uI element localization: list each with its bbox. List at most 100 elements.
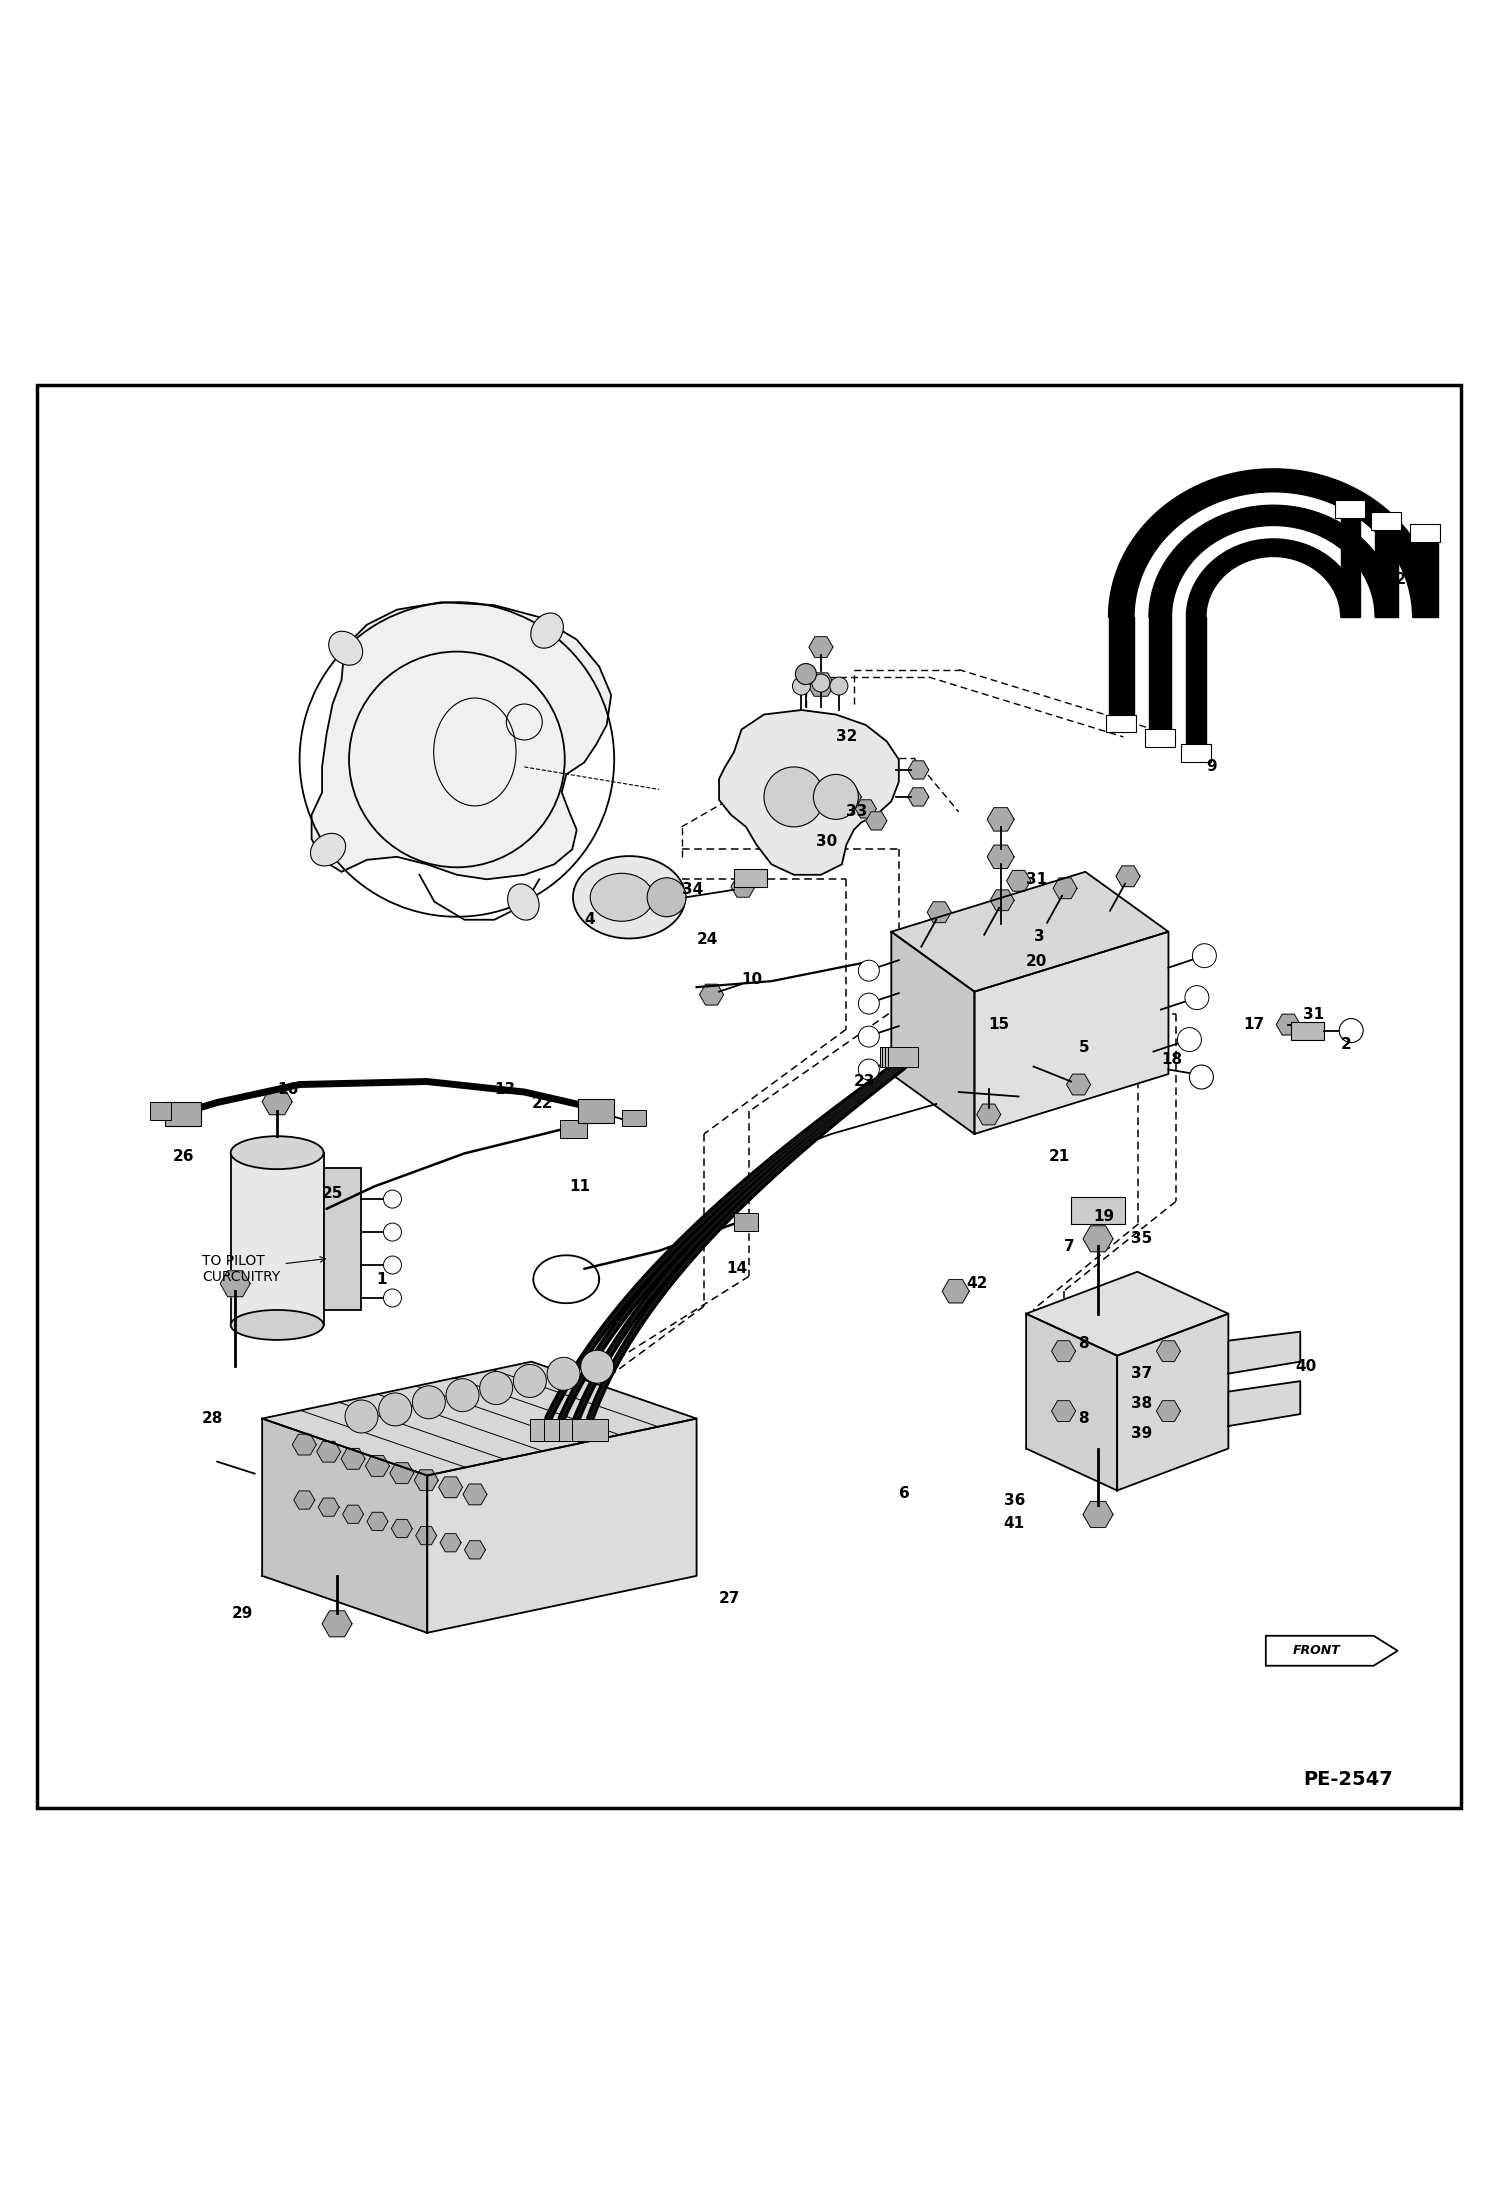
Polygon shape xyxy=(908,787,929,807)
Circle shape xyxy=(1339,1018,1363,1042)
Polygon shape xyxy=(987,807,1014,831)
Polygon shape xyxy=(1413,542,1438,616)
Text: 13: 13 xyxy=(494,1081,515,1096)
Bar xyxy=(885,1046,915,1066)
Circle shape xyxy=(383,1257,401,1274)
Circle shape xyxy=(514,1364,547,1397)
Polygon shape xyxy=(1052,1401,1076,1421)
Polygon shape xyxy=(1186,616,1206,743)
Polygon shape xyxy=(908,761,929,779)
Polygon shape xyxy=(391,1520,412,1537)
Text: 8: 8 xyxy=(1079,1410,1089,1425)
Text: 37: 37 xyxy=(1131,1366,1152,1382)
Bar xyxy=(1410,524,1441,542)
Bar xyxy=(1291,1022,1324,1039)
Bar xyxy=(150,1103,171,1121)
Polygon shape xyxy=(855,800,876,818)
Circle shape xyxy=(1189,1066,1213,1090)
Text: 5: 5 xyxy=(1079,1039,1089,1055)
Text: 29: 29 xyxy=(232,1605,253,1621)
Polygon shape xyxy=(1276,1013,1300,1035)
Bar xyxy=(1144,730,1174,748)
Polygon shape xyxy=(1026,1272,1228,1355)
Polygon shape xyxy=(262,1419,427,1634)
Polygon shape xyxy=(416,1526,437,1544)
Circle shape xyxy=(1192,943,1216,967)
Text: 41: 41 xyxy=(1004,1515,1025,1531)
Polygon shape xyxy=(220,1270,250,1296)
Text: 21: 21 xyxy=(1049,1149,1070,1164)
Bar xyxy=(1180,743,1210,763)
Polygon shape xyxy=(942,1279,969,1303)
Text: 35: 35 xyxy=(1131,1230,1152,1246)
Text: 18: 18 xyxy=(1161,1053,1182,1066)
Polygon shape xyxy=(312,603,611,879)
Polygon shape xyxy=(440,1533,461,1553)
Polygon shape xyxy=(807,673,834,695)
Bar xyxy=(622,1110,646,1127)
Polygon shape xyxy=(1375,531,1398,616)
Polygon shape xyxy=(343,1504,364,1524)
Text: 1: 1 xyxy=(376,1272,388,1287)
Polygon shape xyxy=(1116,866,1140,886)
Text: PE-2547: PE-2547 xyxy=(1303,1770,1393,1789)
Circle shape xyxy=(1185,985,1209,1009)
Circle shape xyxy=(383,1191,401,1208)
Text: 8: 8 xyxy=(1079,1336,1089,1351)
Text: 4: 4 xyxy=(584,912,595,928)
Polygon shape xyxy=(1266,1636,1398,1667)
Polygon shape xyxy=(1109,616,1134,715)
Text: 19: 19 xyxy=(1094,1208,1115,1224)
Text: 7: 7 xyxy=(1064,1239,1074,1254)
Bar xyxy=(734,1213,758,1230)
Polygon shape xyxy=(316,1441,340,1463)
Bar xyxy=(888,1046,918,1066)
Bar xyxy=(324,1167,361,1309)
Text: 17: 17 xyxy=(1243,1018,1264,1033)
Circle shape xyxy=(581,1351,614,1384)
Text: 20: 20 xyxy=(1026,954,1047,969)
Polygon shape xyxy=(292,1434,316,1454)
Ellipse shape xyxy=(508,884,539,921)
Polygon shape xyxy=(700,985,724,1004)
Polygon shape xyxy=(977,1103,1001,1125)
Circle shape xyxy=(858,1059,879,1079)
Text: 24: 24 xyxy=(697,932,718,947)
Text: 36: 36 xyxy=(1004,1493,1025,1509)
Ellipse shape xyxy=(572,855,685,939)
Text: 40: 40 xyxy=(1296,1360,1317,1373)
Polygon shape xyxy=(262,1088,292,1114)
Polygon shape xyxy=(809,636,833,658)
Circle shape xyxy=(383,1289,401,1307)
Polygon shape xyxy=(927,901,951,923)
Bar xyxy=(578,1099,614,1123)
Text: 42: 42 xyxy=(966,1276,987,1292)
Text: 12: 12 xyxy=(1386,572,1407,588)
Ellipse shape xyxy=(328,632,363,664)
Circle shape xyxy=(345,1399,377,1432)
Polygon shape xyxy=(1007,871,1031,890)
Circle shape xyxy=(412,1386,445,1419)
Bar xyxy=(734,868,767,886)
Polygon shape xyxy=(415,1469,439,1491)
Text: 10: 10 xyxy=(742,971,762,987)
Circle shape xyxy=(446,1379,479,1412)
Polygon shape xyxy=(891,932,974,1134)
Polygon shape xyxy=(731,877,755,897)
Circle shape xyxy=(795,664,816,684)
Text: 16: 16 xyxy=(277,1081,298,1096)
Polygon shape xyxy=(891,873,1168,991)
Text: 14: 14 xyxy=(727,1261,748,1276)
Polygon shape xyxy=(1052,1340,1076,1362)
Polygon shape xyxy=(1149,504,1398,616)
Polygon shape xyxy=(1109,469,1438,616)
Circle shape xyxy=(547,1357,580,1390)
Text: 38: 38 xyxy=(1131,1397,1152,1410)
Text: 11: 11 xyxy=(569,1180,590,1193)
Bar xyxy=(165,1103,201,1127)
Polygon shape xyxy=(1083,1502,1113,1526)
Circle shape xyxy=(858,961,879,980)
Polygon shape xyxy=(990,890,1014,910)
Text: FRONT: FRONT xyxy=(1293,1645,1341,1658)
Text: 31: 31 xyxy=(1303,1007,1324,1022)
